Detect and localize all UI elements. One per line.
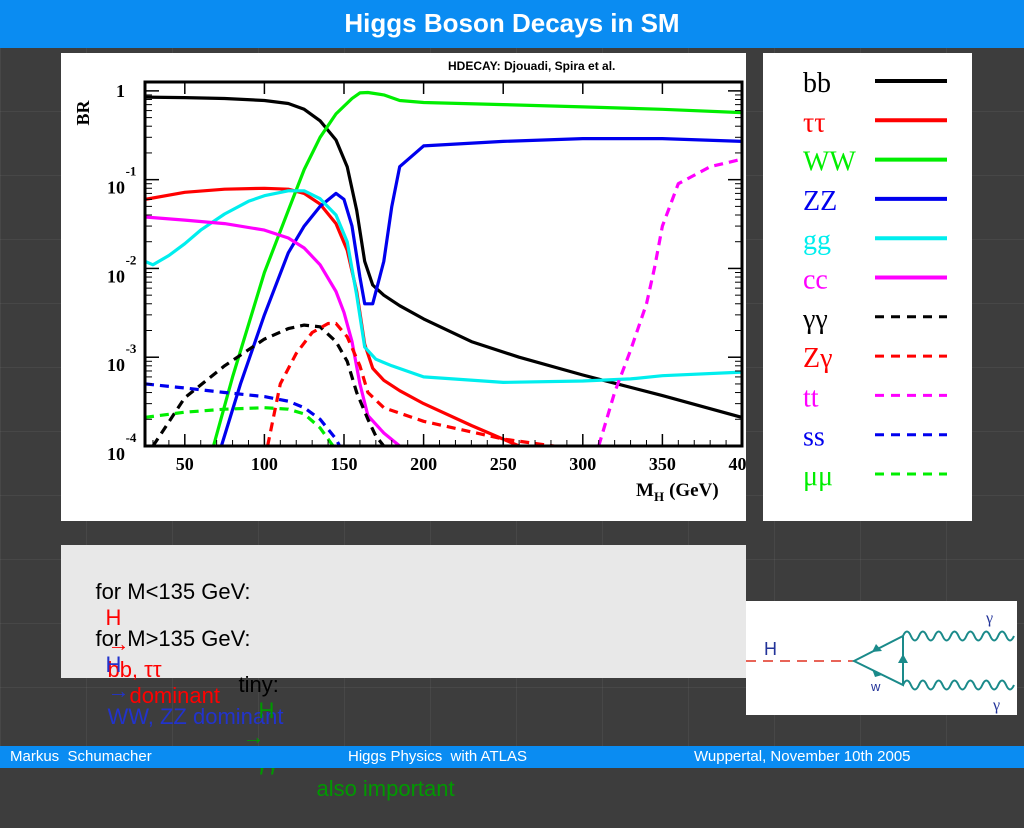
- source-note: HDECAY: Djouadi, Spira et al.: [448, 59, 615, 73]
- legend-entry-tt: tt: [803, 382, 947, 413]
- line1-higgs: H: [105, 605, 122, 630]
- w-label: w: [870, 679, 881, 694]
- legend-entry-ss: ss: [803, 422, 947, 453]
- chart-legend: bb ττ WW ZZ gg cc γγ Zγ tt ss μμ: [802, 68, 947, 492]
- legend-entry-cc: cc: [803, 265, 947, 296]
- legend-entry-mumu: μμ: [803, 461, 947, 492]
- loop-arrow-bottom-icon: [872, 669, 882, 677]
- line3-prefix: tiny:: [238, 672, 279, 697]
- gamma-top-label: γ: [985, 610, 993, 627]
- x-tick-label: 250: [490, 454, 517, 474]
- y-tick-exponent: -3: [126, 341, 137, 356]
- x-axis-label-sub: H: [654, 489, 664, 504]
- legend-label-bb: bb: [803, 68, 831, 99]
- footer-author: Markus Schumacher: [10, 748, 152, 765]
- series-line-ss: [145, 382, 342, 446]
- line2-arrow: →: [107, 678, 130, 703]
- line1-suffix: dominant: [129, 683, 220, 708]
- summary-box: for M<135 GeV: H → bb, ττ dominant for M…: [61, 545, 746, 801]
- legend-entry-gg: gg: [803, 225, 947, 256]
- y-tick-exponent: -4: [126, 430, 137, 445]
- slide-title: Higgs Boson Decays in SM: [0, 0, 1024, 48]
- w-loop: [851, 634, 904, 687]
- gamma-bottom-label: γ: [992, 697, 1000, 714]
- y-tick-label: 1: [116, 81, 125, 101]
- y-tick-label: 10: [107, 355, 125, 375]
- y-tick-label: 10: [107, 266, 125, 286]
- feynman-diagram-panel: H w γ γ: [746, 601, 1017, 715]
- summary-line-3: tiny: H → γγ also important: [214, 646, 455, 828]
- y-axis-label: BR: [73, 100, 93, 126]
- legend-entry-bb: bb: [803, 68, 947, 99]
- series-line-gg: [145, 189, 742, 384]
- series-line-mumu: [145, 406, 336, 446]
- loop-arrow-right-icon: [898, 654, 908, 663]
- series-line-bb: [145, 95, 742, 419]
- summary-line-2: for M>135 GeV: H → WW, ZZ dominant: [71, 600, 284, 756]
- plot-panel: 50100150200250300350400 110-110-210-310-…: [61, 53, 756, 521]
- series-line-ww: [211, 90, 742, 446]
- x-tick-label: 150: [331, 454, 358, 474]
- y-tick-label: 10: [107, 444, 125, 464]
- loop-arrow-top-icon: [872, 644, 882, 652]
- line1-prefix: for M<135 GeV:: [95, 579, 251, 604]
- line2-higgs: H: [105, 652, 122, 677]
- legend-label-ww: WW: [803, 147, 856, 178]
- legend-label-ss: ss: [803, 422, 825, 453]
- legend-label-tautau: ττ: [803, 107, 826, 138]
- line1-arrow: →: [107, 631, 130, 656]
- legend-entry-zz: ZZ: [803, 186, 947, 217]
- x-tick-label: 350: [649, 454, 676, 474]
- footer-place-date: Wuppertal, November 10th 2005: [694, 748, 911, 765]
- series-line-zgamma: [266, 321, 565, 446]
- series-line-cc: [145, 215, 401, 446]
- series-line-zz: [219, 137, 742, 446]
- legend-label-gammagamma: γγ: [802, 304, 828, 335]
- x-axis-label-main: M: [636, 480, 654, 501]
- photon-top: [902, 630, 1015, 642]
- legend-entry-tautau: ττ: [803, 107, 947, 138]
- x-tick-label: 200: [410, 454, 437, 474]
- x-tick-label: 50: [176, 454, 194, 474]
- feynman-diagram: H w γ γ: [746, 610, 1015, 714]
- summary-line-1: for M<135 GeV: H → bb, ττ dominant: [71, 553, 251, 735]
- legend-label-zgamma: Zγ: [803, 343, 832, 374]
- series-line-tt: [597, 157, 742, 446]
- y-axis-ticks: 110-110-210-310-4: [107, 81, 742, 464]
- line2-prefix: for M>135 GeV:: [95, 626, 251, 651]
- legend-label-tt: tt: [803, 382, 819, 413]
- legend-entry-zgamma: Zγ: [803, 343, 947, 374]
- branching-ratio-chart: 50100150200250300350400 110-110-210-310-…: [73, 59, 756, 504]
- legend-label-zz: ZZ: [803, 186, 837, 217]
- legend-entry-ww: WW: [803, 147, 947, 178]
- line3-suffix: also important: [316, 776, 455, 801]
- legend-entry-gammagamma: γγ: [802, 304, 947, 335]
- photon-bottom: [902, 679, 1015, 691]
- line3-arrow: →: [242, 724, 265, 749]
- series-line-gammagamma: [151, 323, 386, 446]
- legend-label-gg: gg: [803, 225, 831, 256]
- footer-talk-title: Higgs Physics with ATLAS: [348, 748, 527, 765]
- chart-curves: [145, 90, 742, 446]
- series-line-tautau: [145, 186, 520, 446]
- y-tick-exponent: -2: [126, 252, 137, 267]
- x-axis-ticks: 50 100 150 200 250 300 350 400: [152, 82, 756, 474]
- legend-panel: bb ττ WW ZZ gg cc γγ Zγ tt ss μμ: [763, 53, 972, 521]
- x-tick-label: 300: [569, 454, 596, 474]
- x-axis-label: MH (GeV): [636, 480, 719, 504]
- legend-label-cc: cc: [803, 265, 828, 296]
- line3-higgs: H: [258, 698, 275, 723]
- line1-products: bb, ττ: [107, 657, 162, 682]
- x-axis-label-unit: (GeV): [669, 480, 719, 501]
- footer-bar: Markus Schumacher Higgs Physics with ATL…: [0, 746, 1024, 768]
- y-tick-label: 10: [107, 178, 125, 198]
- legend-label-mumu: μμ: [803, 461, 833, 492]
- y-tick-exponent: -1: [126, 164, 137, 179]
- line2-products: WW, ZZ dominant: [107, 704, 284, 729]
- higgs-label: H: [764, 639, 777, 659]
- x-tick-label: 400: [729, 454, 747, 474]
- x-tick-label: 100: [251, 454, 278, 474]
- plot-frame: [143, 80, 744, 448]
